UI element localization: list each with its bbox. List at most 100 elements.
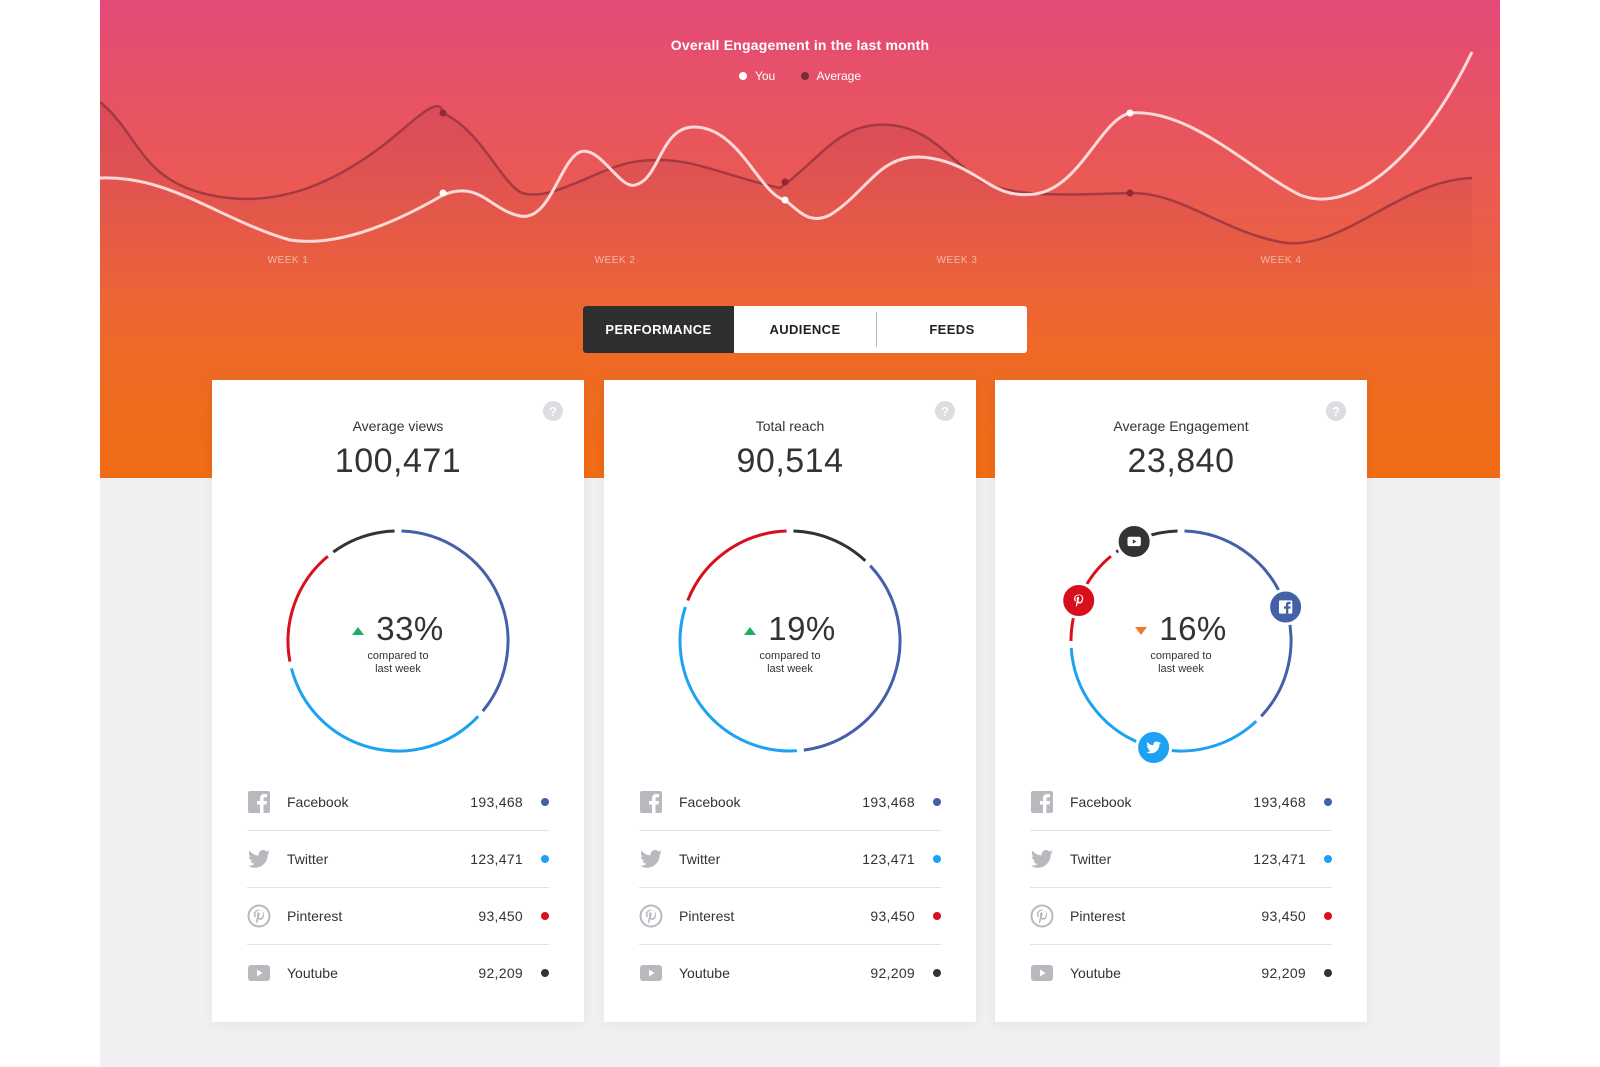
network-color-dot [933,969,941,977]
badge-youtube-icon[interactable] [1115,522,1153,560]
network-label: Facebook [1070,794,1132,810]
legend-item-average[interactable]: Average [800,69,862,83]
network-row-pinterest[interactable]: Pinterest 93,450 [1030,888,1332,945]
donut-segment-twitter[interactable] [290,667,480,753]
twitter-icon [639,847,663,871]
donut-segment-facebook[interactable] [803,564,902,752]
network-color-dot [933,912,941,920]
help-icon[interactable]: ? [935,401,955,421]
compare-line-1: compared to [367,650,429,662]
network-color-dot [541,855,549,863]
tab-divider [876,312,877,347]
tab-performance[interactable]: PERFORMANCE [583,306,734,353]
network-row-twitter[interactable]: Twitter 123,471 [1030,831,1332,888]
pinterest-icon [1030,904,1054,928]
network-color-dot [541,798,549,806]
change-percent: 33% [376,610,444,647]
network-color-dot [933,855,941,863]
help-icon[interactable]: ? [1326,401,1346,421]
network-color-dot [1324,798,1332,806]
network-label: Youtube [679,965,730,981]
network-row-facebook[interactable]: Facebook 193,468 [1030,774,1332,831]
network-row-twitter[interactable]: Twitter 123,471 [247,831,549,888]
change-percent: 19% [768,610,836,647]
network-value: 92,209 [1261,965,1306,981]
average-point-2[interactable] [781,178,789,186]
network-row-youtube[interactable]: Youtube 92,209 [1030,945,1332,1001]
change-summary: 19% compared to last week [604,610,976,676]
network-label: Facebook [679,794,741,810]
badge-facebook-icon[interactable] [1267,588,1305,626]
network-label: Pinterest [1070,908,1126,924]
card-value: 23,840 [1127,442,1235,480]
metric-card: ? Average Engagement 23,840 16% compared to l… [995,380,1367,1022]
badge-pinterest-icon[interactable] [1060,582,1098,620]
donut-segment-twitter[interactable] [678,606,798,753]
donut-segment-pinterest[interactable] [686,529,787,602]
donut-segment-pinterest[interactable] [286,555,329,662]
metric-card: ? Total reach 90,514 19% compared to last wee… [604,380,976,1022]
card-value: 90,514 [736,442,844,480]
network-label: Facebook [287,794,349,810]
network-color-dot [933,798,941,806]
compare-line-1: compared to [1150,650,1212,662]
legend-label-average: Average [816,69,862,83]
chart-legend: You Average [100,69,1500,83]
facebook-icon [247,790,271,814]
network-value: 92,209 [870,965,915,981]
network-list: Facebook 193,468 Twitter 123,471 Pinterest 93… [247,774,549,1001]
network-list: Facebook 193,468 Twitter 123,471 Pinterest 93… [1030,774,1332,1001]
network-value: 193,468 [1253,794,1306,810]
week-label-4: WEEK 4 [1261,255,1302,266]
donut-chart [1060,522,1305,767]
network-color-dot [541,912,549,920]
engagement-line-chart: WEEK 1 WEEK 2 WEEK 3 WEEK 4 [100,51,1474,290]
network-color-dot [1324,912,1332,920]
network-row-twitter[interactable]: Twitter 123,471 [639,831,941,888]
network-label: Youtube [287,965,338,981]
donut-segment-youtube[interactable] [332,529,395,554]
network-label: Pinterest [287,908,343,924]
card-value: 100,471 [334,442,462,480]
network-row-facebook[interactable]: Facebook 193,468 [247,774,549,831]
week-label-3: WEEK 3 [937,255,978,266]
legend-item-you[interactable]: You [738,69,776,83]
trend-up-icon [744,627,757,635]
network-color-dot [541,969,549,977]
twitter-icon [1030,847,1054,871]
network-value: 93,450 [478,908,523,924]
tab-audience[interactable]: AUDIENCE [769,322,841,337]
average-point-1[interactable] [439,109,447,117]
you-point-1[interactable] [439,189,447,197]
network-label: Twitter [679,851,721,867]
network-label: Pinterest [679,908,735,924]
network-row-youtube[interactable]: Youtube 92,209 [639,945,941,1001]
network-label: Youtube [1070,965,1121,981]
card-title: Average views [352,418,444,434]
network-value: 123,471 [862,851,915,867]
help-icon[interactable]: ? [543,401,563,421]
you-point-2[interactable] [781,196,789,204]
network-row-pinterest[interactable]: Pinterest 93,450 [247,888,549,945]
tab-feeds[interactable]: FEEDS [929,322,975,337]
youtube-icon [247,961,271,985]
week-label-2: WEEK 2 [595,255,636,266]
network-value: 123,471 [1253,851,1306,867]
network-row-facebook[interactable]: Facebook 193,468 [639,774,941,831]
legend-dot-you [738,72,747,80]
change-percent: 16% [1159,610,1227,647]
donut-segment-youtube[interactable] [793,529,867,562]
legend-label-you: You [754,69,776,83]
pinterest-icon [247,904,271,928]
card-title: Average Engagement [1113,418,1249,434]
you-point-3[interactable] [1126,109,1134,117]
week-label-1: WEEK 1 [268,255,309,266]
network-row-youtube[interactable]: Youtube 92,209 [247,945,549,1001]
network-value: 193,468 [470,794,523,810]
legend-dot-average [800,72,809,80]
donut-segment-facebook[interactable] [401,529,510,713]
network-row-pinterest[interactable]: Pinterest 93,450 [639,888,941,945]
card-title: Total reach [755,418,825,434]
average-point-3[interactable] [1126,189,1134,197]
badge-twitter-icon[interactable] [1135,729,1173,767]
